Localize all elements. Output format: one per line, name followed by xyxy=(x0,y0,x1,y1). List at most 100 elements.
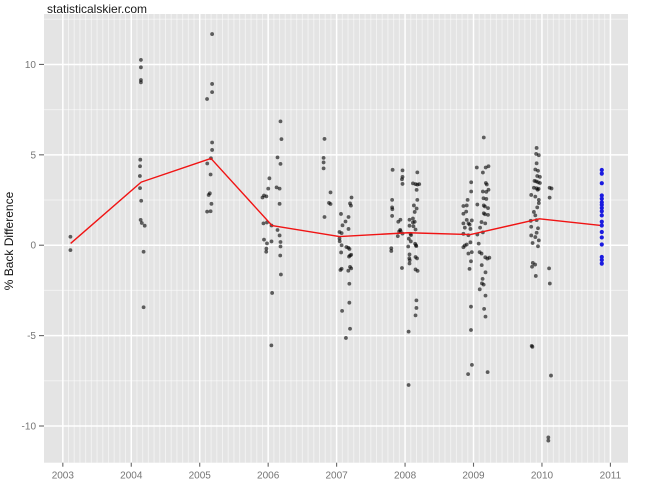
data-point xyxy=(529,224,534,229)
data-point xyxy=(529,233,534,238)
data-point xyxy=(397,229,402,234)
data-point xyxy=(462,225,467,230)
data-point xyxy=(278,240,283,244)
data-point xyxy=(138,218,143,222)
data-point xyxy=(407,252,412,257)
data-point xyxy=(415,268,420,273)
data-point xyxy=(469,180,474,185)
data-point xyxy=(349,195,354,200)
data-point xyxy=(390,207,395,212)
data-point xyxy=(407,217,412,222)
x-tick-label: 2005 xyxy=(189,471,212,482)
data-point xyxy=(461,204,466,208)
data-point xyxy=(536,201,541,205)
data-point xyxy=(547,281,552,286)
data-point xyxy=(536,238,541,243)
data-point xyxy=(139,58,143,62)
new-data-point xyxy=(599,205,604,211)
data-point xyxy=(209,201,214,206)
data-point xyxy=(415,170,420,175)
data-point xyxy=(415,256,419,261)
data-point xyxy=(339,266,344,271)
data-point xyxy=(474,165,479,170)
data-point xyxy=(406,383,411,387)
data-point xyxy=(484,182,489,187)
data-point xyxy=(469,189,474,194)
data-point xyxy=(476,241,481,246)
data-point xyxy=(414,244,419,249)
data-point xyxy=(139,80,143,85)
data-point xyxy=(349,203,353,208)
data-point xyxy=(467,222,472,227)
data-point xyxy=(344,336,348,340)
data-point xyxy=(533,213,538,218)
data-point xyxy=(68,248,73,253)
data-point xyxy=(267,176,272,181)
data-point xyxy=(279,137,284,142)
data-point xyxy=(533,262,538,267)
data-point xyxy=(529,193,534,197)
data-point xyxy=(406,236,411,241)
data-point xyxy=(461,221,466,226)
data-point xyxy=(400,177,404,182)
data-point xyxy=(486,212,490,217)
data-point xyxy=(264,249,269,254)
data-point xyxy=(483,270,488,275)
data-point xyxy=(407,258,412,263)
data-point xyxy=(483,165,488,170)
x-tick-label: 2007 xyxy=(325,471,348,482)
data-point xyxy=(206,193,211,197)
data-point xyxy=(68,234,73,239)
new-data-point xyxy=(599,223,604,228)
new-data-point xyxy=(599,193,604,198)
data-point xyxy=(406,244,411,249)
data-point xyxy=(414,298,419,303)
data-point xyxy=(409,233,413,237)
data-point xyxy=(210,82,215,86)
data-point xyxy=(461,211,466,216)
data-point xyxy=(481,282,486,287)
data-point xyxy=(411,224,416,229)
data-point xyxy=(277,201,282,206)
data-point xyxy=(142,223,147,228)
data-point xyxy=(390,167,395,172)
data-point xyxy=(533,274,538,278)
data-point xyxy=(275,155,280,160)
data-point xyxy=(480,276,485,281)
data-point xyxy=(464,209,469,214)
data-point xyxy=(411,203,416,208)
data-point xyxy=(534,230,539,235)
data-point xyxy=(210,90,215,94)
new-data-point xyxy=(599,242,604,247)
data-point xyxy=(536,168,540,173)
data-point xyxy=(412,210,417,214)
data-point xyxy=(475,202,480,207)
data-point xyxy=(277,186,282,191)
data-point xyxy=(407,261,412,266)
data-point xyxy=(479,251,484,256)
data-point xyxy=(477,287,482,292)
data-point xyxy=(205,161,210,166)
y-tick-label: 0 xyxy=(30,241,36,252)
data-point xyxy=(469,304,473,309)
data-point xyxy=(400,168,405,173)
data-point xyxy=(478,225,482,230)
data-point xyxy=(278,119,283,124)
new-data-point xyxy=(599,181,604,186)
data-point xyxy=(137,174,142,178)
data-point xyxy=(340,223,345,228)
data-point xyxy=(138,157,143,162)
data-point xyxy=(469,250,474,254)
data-point xyxy=(346,227,351,231)
data-point xyxy=(400,182,405,186)
data-point xyxy=(464,218,469,222)
x-tick-label: 2008 xyxy=(394,471,417,482)
data-point xyxy=(485,370,490,375)
data-point xyxy=(470,362,474,367)
data-point xyxy=(205,97,209,101)
new-data-point xyxy=(599,209,604,214)
data-point xyxy=(210,32,215,36)
data-point xyxy=(483,212,487,217)
data-point xyxy=(321,160,326,165)
